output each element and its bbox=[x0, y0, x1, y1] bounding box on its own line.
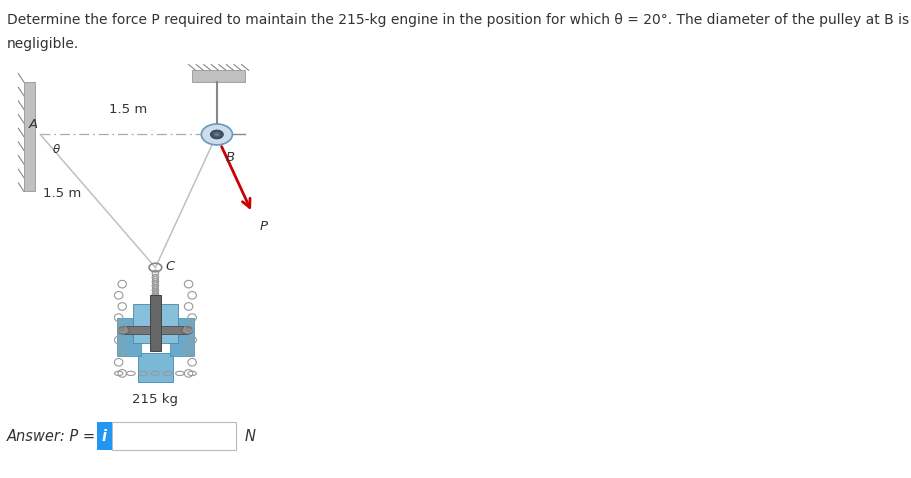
Circle shape bbox=[201, 124, 232, 145]
Text: A: A bbox=[29, 118, 38, 130]
Bar bbox=[24, 82, 35, 192]
Text: N: N bbox=[244, 429, 255, 444]
Bar bbox=[124, 326, 187, 334]
Text: 1.5 m: 1.5 m bbox=[44, 187, 82, 200]
Bar bbox=[97, 422, 112, 450]
Text: B: B bbox=[225, 151, 234, 164]
Text: 1.5 m: 1.5 m bbox=[109, 103, 148, 116]
Polygon shape bbox=[117, 318, 141, 356]
Text: C: C bbox=[165, 260, 175, 273]
Text: negligible.: negligible. bbox=[7, 37, 79, 51]
Text: i: i bbox=[102, 429, 107, 444]
Bar bbox=[149, 295, 161, 351]
Circle shape bbox=[181, 326, 193, 334]
Text: 215 kg: 215 kg bbox=[132, 393, 179, 406]
Text: Determine the force P required to maintain the 215-kg engine in the position for: Determine the force P required to mainta… bbox=[7, 13, 909, 27]
Circle shape bbox=[214, 132, 220, 136]
Circle shape bbox=[118, 326, 129, 334]
Bar bbox=[138, 353, 173, 381]
Text: θ: θ bbox=[53, 143, 60, 156]
Bar bbox=[112, 422, 236, 450]
Polygon shape bbox=[169, 318, 194, 356]
Bar bbox=[133, 304, 178, 343]
Text: P: P bbox=[260, 220, 267, 233]
Text: Answer: P =: Answer: P = bbox=[7, 429, 97, 444]
Bar bbox=[192, 70, 245, 82]
Circle shape bbox=[210, 130, 223, 139]
